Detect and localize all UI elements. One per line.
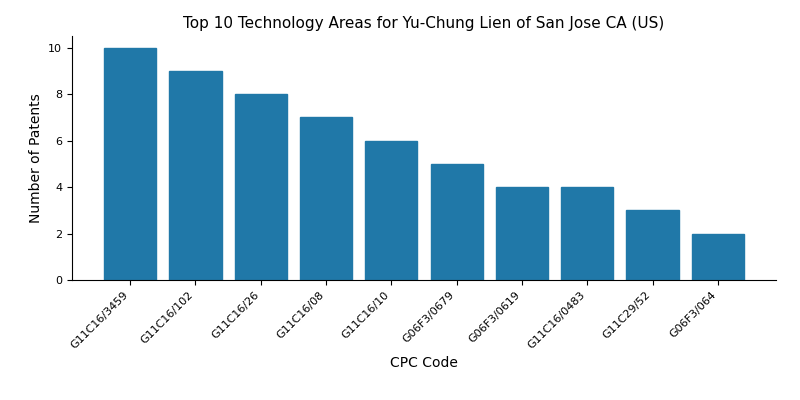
Y-axis label: Number of Patents: Number of Patents — [29, 93, 42, 223]
Bar — [626, 210, 678, 280]
Bar — [300, 117, 352, 280]
Bar — [430, 164, 482, 280]
Title: Top 10 Technology Areas for Yu-Chung Lien of San Jose CA (US): Top 10 Technology Areas for Yu-Chung Lie… — [183, 16, 665, 31]
Bar — [561, 187, 614, 280]
Bar — [170, 71, 222, 280]
Bar — [104, 48, 156, 280]
X-axis label: CPC Code: CPC Code — [390, 356, 458, 370]
Bar — [366, 140, 418, 280]
Bar — [234, 94, 287, 280]
Bar — [496, 187, 548, 280]
Bar — [692, 234, 744, 280]
